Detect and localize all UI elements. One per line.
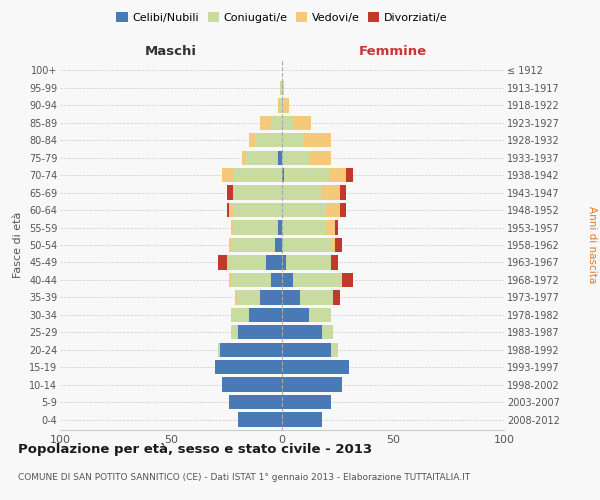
Text: Femmine: Femmine bbox=[359, 46, 427, 59]
Text: Maschi: Maschi bbox=[145, 46, 197, 59]
Bar bbox=[218, 342, 220, 357]
Bar bbox=[231, 238, 275, 252]
Bar bbox=[340, 203, 346, 217]
Bar bbox=[282, 220, 326, 234]
Bar bbox=[249, 133, 256, 148]
Bar bbox=[278, 220, 282, 234]
Text: Popolazione per età, sesso e stato civile - 2013: Popolazione per età, sesso e stato civil… bbox=[18, 442, 372, 456]
Bar bbox=[231, 308, 249, 322]
Bar bbox=[222, 378, 282, 392]
Bar bbox=[238, 290, 260, 304]
Text: COMUNE DI SAN POTITO SANNITICO (CE) - Dati ISTAT 1° gennaio 2013 - Elaborazione : COMUNE DI SAN POTITO SANNITICO (CE) - Da… bbox=[18, 472, 470, 482]
Bar bbox=[249, 308, 282, 322]
Bar bbox=[331, 256, 338, 270]
Bar bbox=[280, 98, 282, 112]
Bar bbox=[322, 325, 333, 340]
Bar bbox=[256, 133, 282, 148]
Bar bbox=[282, 186, 322, 200]
Bar bbox=[282, 308, 308, 322]
Bar bbox=[326, 203, 340, 217]
Text: Anni di nascita: Anni di nascita bbox=[587, 206, 597, 284]
Bar bbox=[282, 412, 322, 426]
Bar bbox=[280, 81, 282, 95]
Bar bbox=[293, 116, 311, 130]
Bar bbox=[229, 203, 233, 217]
Bar bbox=[231, 273, 271, 287]
Bar bbox=[271, 116, 282, 130]
Bar bbox=[271, 273, 282, 287]
Bar bbox=[282, 133, 304, 148]
Bar bbox=[238, 325, 282, 340]
Bar bbox=[282, 378, 342, 392]
Bar bbox=[242, 150, 247, 165]
Bar bbox=[282, 150, 308, 165]
Bar bbox=[329, 168, 346, 182]
Bar bbox=[282, 273, 293, 287]
Bar bbox=[229, 273, 231, 287]
Bar bbox=[227, 203, 229, 217]
Bar bbox=[229, 238, 231, 252]
Bar bbox=[340, 186, 346, 200]
Bar bbox=[227, 256, 266, 270]
Bar bbox=[278, 98, 280, 112]
Bar bbox=[233, 203, 282, 217]
Bar bbox=[331, 342, 338, 357]
Bar bbox=[286, 256, 331, 270]
Bar bbox=[247, 150, 278, 165]
Bar bbox=[282, 203, 326, 217]
Bar bbox=[235, 290, 238, 304]
Bar bbox=[231, 220, 233, 234]
Bar bbox=[266, 256, 282, 270]
Bar bbox=[231, 325, 238, 340]
Bar bbox=[227, 186, 233, 200]
Bar bbox=[293, 273, 342, 287]
Bar bbox=[282, 325, 322, 340]
Bar bbox=[308, 150, 331, 165]
Bar bbox=[346, 168, 353, 182]
Bar bbox=[284, 168, 329, 182]
Bar bbox=[218, 256, 227, 270]
Bar bbox=[222, 168, 233, 182]
Bar bbox=[282, 238, 331, 252]
Bar bbox=[278, 150, 282, 165]
Bar bbox=[300, 290, 333, 304]
Bar bbox=[238, 412, 282, 426]
Bar bbox=[326, 220, 335, 234]
Bar bbox=[275, 238, 282, 252]
Bar bbox=[220, 342, 282, 357]
Y-axis label: Fasce di età: Fasce di età bbox=[13, 212, 23, 278]
Bar bbox=[282, 290, 300, 304]
Bar bbox=[335, 238, 342, 252]
Bar bbox=[282, 98, 284, 112]
Bar bbox=[233, 168, 282, 182]
Bar bbox=[304, 133, 331, 148]
Bar bbox=[282, 116, 293, 130]
Bar bbox=[233, 220, 278, 234]
Bar bbox=[229, 395, 282, 409]
Bar bbox=[233, 186, 282, 200]
Bar bbox=[282, 342, 331, 357]
Bar bbox=[333, 290, 340, 304]
Bar bbox=[260, 290, 282, 304]
Bar bbox=[342, 273, 353, 287]
Bar bbox=[282, 81, 284, 95]
Bar bbox=[331, 238, 335, 252]
Bar bbox=[282, 360, 349, 374]
Legend: Celibi/Nubili, Coniugati/e, Vedovi/e, Divorziati/e: Celibi/Nubili, Coniugati/e, Vedovi/e, Di… bbox=[112, 8, 452, 28]
Bar bbox=[260, 116, 271, 130]
Bar bbox=[322, 186, 340, 200]
Bar bbox=[284, 98, 289, 112]
Bar bbox=[308, 308, 331, 322]
Bar bbox=[335, 220, 337, 234]
Bar bbox=[215, 360, 282, 374]
Bar bbox=[282, 256, 286, 270]
Bar bbox=[282, 395, 331, 409]
Bar bbox=[282, 168, 284, 182]
